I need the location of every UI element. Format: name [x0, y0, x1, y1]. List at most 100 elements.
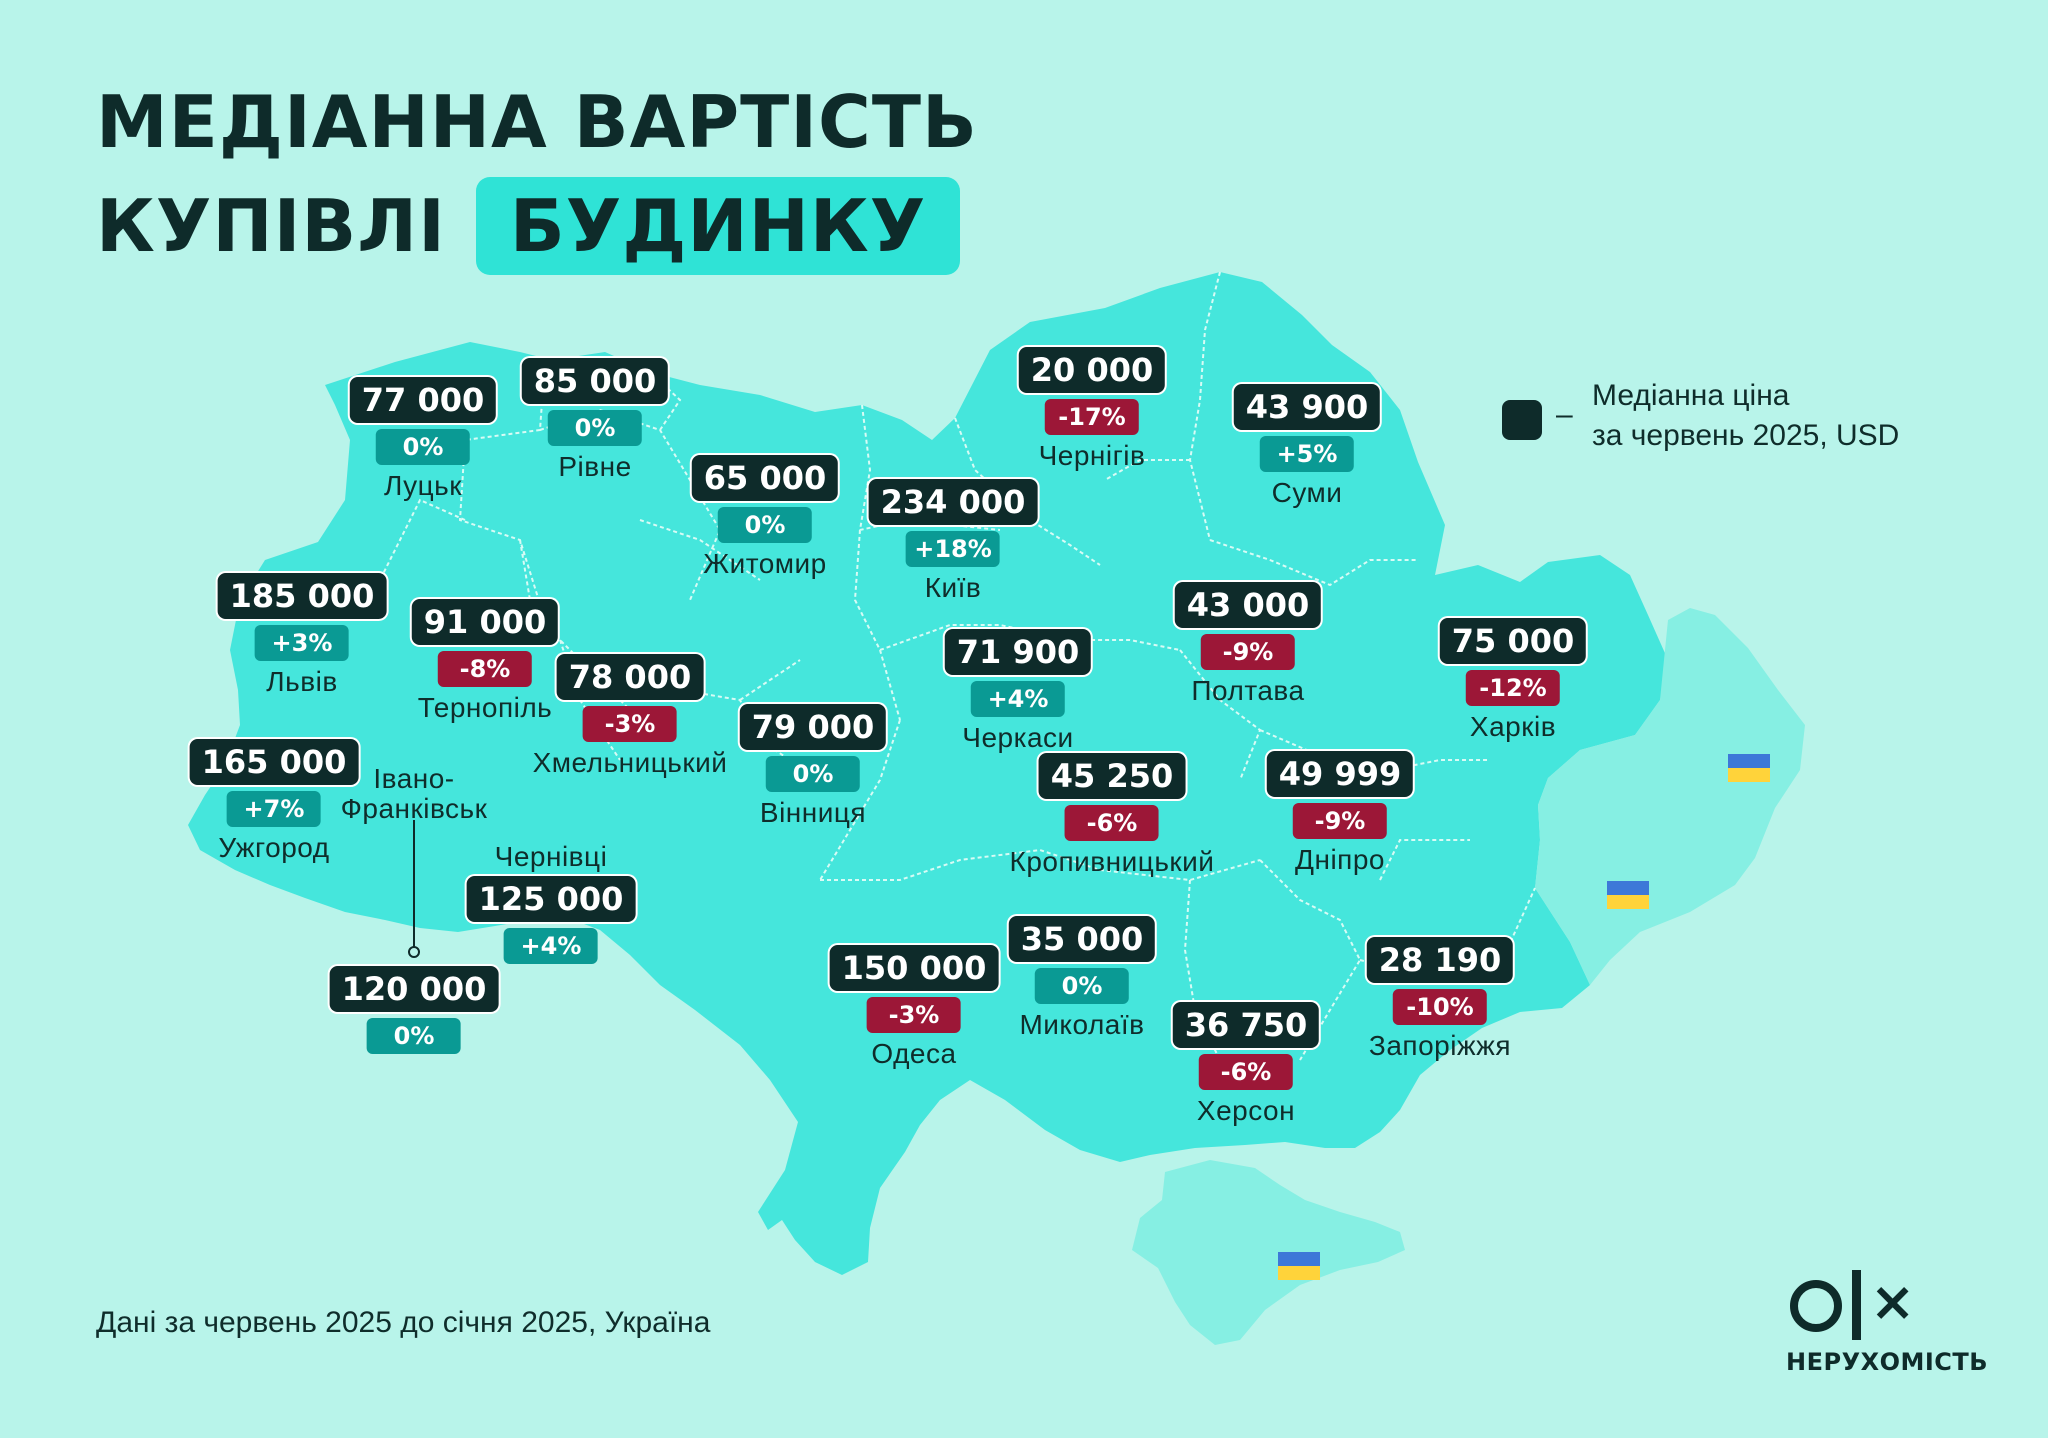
occupied-region [1535, 608, 1805, 985]
city-name: Вінниця [759, 797, 867, 828]
city-marker-zhytomyr: 65 000 0% Житомир [691, 455, 839, 581]
price-label: 65 000 [691, 455, 839, 501]
change-badge: 0% [718, 507, 812, 543]
city-marker-odesa: 150 000 -3% Одеса [829, 945, 999, 1071]
price-label: 120 000 [329, 966, 499, 1012]
city-marker-zaporizhzhia: 28 190 -10% Запоріжжя [1366, 937, 1514, 1063]
city-marker-vinnytsia: 79 000 0% Вінниця [739, 704, 887, 830]
city-marker-dnipro: 49 999 -9% Дніпро [1266, 751, 1414, 877]
price-label: 165 000 [189, 739, 359, 785]
change-badge: -6% [1199, 1054, 1293, 1090]
change-badge: -17% [1045, 399, 1139, 435]
change-badge: -6% [1065, 805, 1159, 841]
city-marker-kyiv: 234 000 +18% Київ [868, 479, 1038, 605]
price-label: 71 900 [944, 629, 1092, 675]
city-name: Рівне [558, 451, 632, 482]
city-marker-ternopil: 91 000 -8% Тернопіль [411, 599, 559, 725]
change-badge: +5% [1260, 436, 1354, 472]
change-badge: -3% [866, 997, 961, 1033]
change-badge: 0% [766, 756, 860, 792]
city-name: Миколаїв [1019, 1009, 1145, 1040]
price-label: 43 000 [1174, 582, 1322, 628]
title-word: КУПІВЛІ [96, 184, 446, 268]
footnote: Дані за червень 2025 до січня 2025, Укра… [96, 1306, 711, 1339]
price-label: 78 000 [556, 654, 704, 700]
legend-swatch [1502, 400, 1542, 440]
title-line-2: КУПІВЛІ БУДИНКУ [96, 174, 978, 278]
city-marker-lviv: 185 000 +3% Львів [217, 573, 387, 699]
price-label: 36 750 [1172, 1002, 1320, 1048]
city-name: Суми [1271, 477, 1343, 508]
price-label: 20 000 [1018, 347, 1166, 393]
ivano-pointer-dot [408, 946, 420, 958]
change-badge: -3% [582, 706, 677, 742]
legend-text: Медіанна ціна за червень 2025, USD [1592, 376, 1899, 456]
city-marker-khmelnytskyi: 78 000 -3% Хмельницький [533, 654, 728, 780]
city-name: Тернопіль [417, 692, 553, 723]
price-label: 77 000 [349, 377, 497, 423]
price-label: 91 000 [411, 599, 559, 645]
change-badge: -8% [438, 651, 532, 687]
change-badge: 0% [366, 1018, 461, 1054]
city-name: Черкаси [962, 722, 1074, 753]
price-label: 45 250 [1038, 753, 1186, 799]
price-label: 28 190 [1366, 937, 1514, 983]
city-marker-kharkiv: 75 000 -12% Харків [1439, 618, 1587, 744]
oblast-borders [364, 271, 1536, 1061]
city-marker-poltava: 43 000 -9% Полтава [1174, 582, 1322, 708]
city-name: Херсон [1196, 1095, 1296, 1126]
price-label: 125 000 [466, 876, 636, 922]
price-label: 150 000 [829, 945, 999, 991]
city-name: Одеса [871, 1038, 957, 1069]
city-marker-ivano-frankivsk: 120 000 0% [329, 966, 499, 1054]
city-name: Київ [924, 572, 982, 603]
city-name: Луцьк [383, 470, 463, 501]
city-marker-lutsk: 77 000 0% Луцьк [349, 377, 497, 503]
change-badge: +4% [503, 928, 598, 964]
city-name: Хмельницький [532, 747, 728, 778]
price-label: 35 000 [1008, 916, 1156, 962]
price-label: 79 000 [739, 704, 887, 750]
city-marker-rivne: 85 000 0% Рівне [521, 358, 669, 484]
legend-line-1: Медіанна ціна [1592, 379, 1790, 412]
crimea-region [1132, 1160, 1405, 1345]
price-label: 85 000 [521, 358, 669, 404]
city-name: Ужгород [218, 832, 330, 863]
olx-logo-mark: × [1786, 1270, 1946, 1340]
legend-dash: – [1556, 398, 1573, 431]
city-name: Львів [266, 666, 338, 697]
price-label: 185 000 [217, 573, 387, 619]
city-name-ivano-frankivsk: Івано-Франківськ [324, 764, 504, 828]
city-name: Дніпро [1295, 844, 1385, 875]
change-badge: 0% [548, 410, 642, 446]
city-name: Чернігів [1038, 440, 1146, 471]
city-marker-kherson: 36 750 -6% Херсон [1172, 1002, 1320, 1128]
price-label: 43 900 [1233, 384, 1381, 430]
change-badge: -12% [1466, 670, 1560, 706]
title-line-1: МЕДІАННА ВАРТІСТЬ [96, 80, 978, 164]
city-marker-chernihiv: 20 000 -17% Чернігів [1018, 347, 1166, 473]
city-name: Полтава [1191, 675, 1305, 706]
change-badge: +3% [254, 625, 349, 661]
change-badge: -9% [1293, 803, 1387, 839]
city-name: Харків [1469, 711, 1557, 742]
city-marker-chernivtsi: Чернівці 125 000 +4% [466, 841, 636, 964]
change-badge: +18% [905, 531, 1000, 567]
ukraine-flag-icon [1728, 754, 1770, 782]
city-name: Чернівці [494, 841, 608, 872]
price-label: 75 000 [1439, 618, 1587, 664]
title-highlight: БУДИНКУ [475, 177, 961, 275]
city-name: Запоріжжя [1368, 1030, 1512, 1061]
page-title: МЕДІАННА ВАРТІСТЬ КУПІВЛІ БУДИНКУ [96, 70, 978, 278]
city-name: Кропивницький [1009, 846, 1215, 877]
city-name: Івано-Франківськ [340, 763, 488, 824]
change-badge: 0% [1035, 968, 1129, 1004]
city-name: Житомир [703, 548, 827, 579]
change-badge: +7% [226, 791, 321, 827]
price-label: 234 000 [868, 479, 1038, 525]
change-badge: 0% [376, 429, 470, 465]
city-marker-mykolaiv: 35 000 0% Миколаїв [1008, 916, 1156, 1042]
city-marker-cherkasy: 71 900 +4% Черкаси [944, 629, 1092, 755]
change-badge: +4% [971, 681, 1065, 717]
ukraine-flag-icon [1607, 881, 1649, 909]
